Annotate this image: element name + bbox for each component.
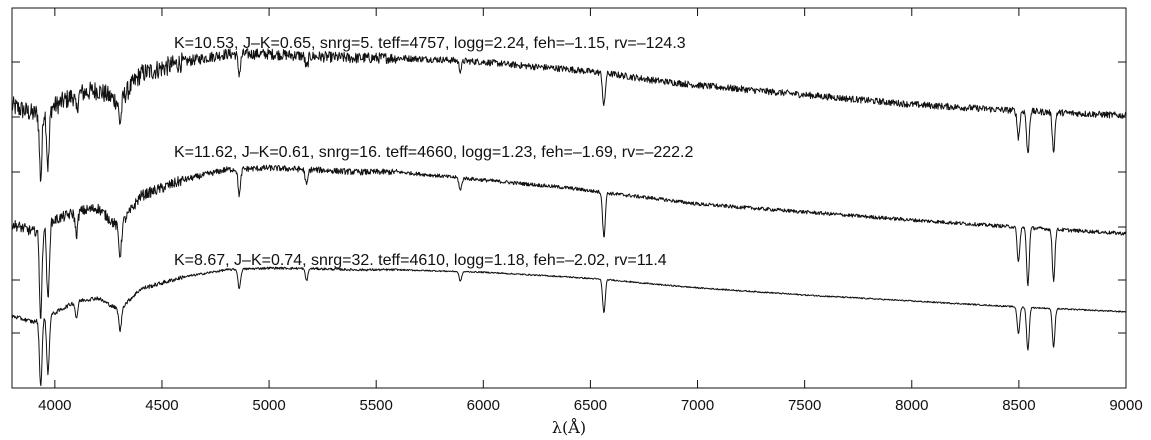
x-tick-label-7000: 7000 bbox=[681, 397, 714, 414]
x-tick-label-7500: 7500 bbox=[788, 397, 821, 414]
x-tick-label-4500: 4500 bbox=[145, 397, 178, 414]
plot-frame bbox=[11, 7, 1127, 389]
series-annotation-3: K=8.67, J–K=0.74, snrg=32. teff=4610, lo… bbox=[174, 252, 667, 269]
x-tick-label-6500: 6500 bbox=[574, 397, 607, 414]
series-annotation-1: K=10.53, J–K=0.65, snrg=5. teff=4757, lo… bbox=[174, 35, 686, 52]
ticks-group bbox=[12, 8, 1127, 388]
tick-labels-group: 4000 4500 5000 5500 6000 6500 7000 7500 8000 8500… bbox=[38, 397, 1143, 414]
spectrum-line-3 bbox=[11, 266, 1127, 387]
series-group bbox=[11, 48, 1127, 387]
x-tick-label-6000: 6000 bbox=[467, 397, 500, 414]
series-annotation-2: K=11.62, J–K=0.61, snrg=16. teff=4660, l… bbox=[174, 144, 693, 161]
spectrum-line-1 bbox=[11, 48, 1127, 182]
x-tick-label-8000: 8000 bbox=[895, 397, 928, 414]
x-axis-title: λ(Å) bbox=[552, 417, 586, 437]
x-tick-label-5000: 5000 bbox=[252, 397, 285, 414]
spectrum-line-2 bbox=[11, 164, 1127, 319]
x-tick-label-8500: 8500 bbox=[1002, 397, 1035, 414]
x-tick-label-4000: 4000 bbox=[38, 397, 71, 414]
x-tick-label-5500: 5500 bbox=[360, 397, 393, 414]
x-tick-label-9000: 9000 bbox=[1109, 397, 1142, 414]
